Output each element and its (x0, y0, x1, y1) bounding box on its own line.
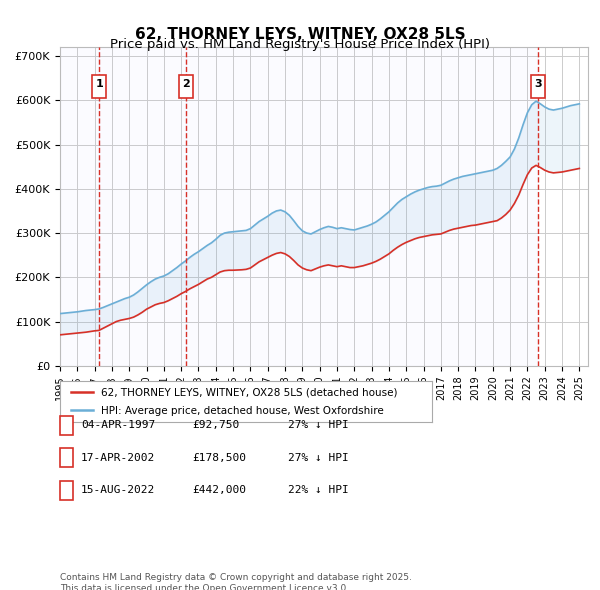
Text: 3: 3 (63, 486, 70, 495)
Text: Price paid vs. HM Land Registry's House Price Index (HPI): Price paid vs. HM Land Registry's House … (110, 38, 490, 51)
Text: £178,500: £178,500 (192, 453, 246, 463)
Text: HPI: Average price, detached house, West Oxfordshire: HPI: Average price, detached house, West… (101, 406, 383, 416)
Bar (187, 47, 538, 366)
Text: 2: 2 (182, 78, 190, 88)
Bar (60, 47, 99, 366)
Text: Contains HM Land Registry data © Crown copyright and database right 2025.
This d: Contains HM Land Registry data © Crown c… (60, 573, 412, 590)
Text: 3: 3 (535, 78, 542, 88)
Text: 17-APR-2002: 17-APR-2002 (81, 453, 155, 463)
Text: 22% ↓ HPI: 22% ↓ HPI (288, 486, 349, 495)
Text: £92,750: £92,750 (192, 421, 239, 430)
Text: 04-APR-1997: 04-APR-1997 (81, 421, 155, 430)
FancyBboxPatch shape (92, 75, 106, 98)
Text: 15-AUG-2022: 15-AUG-2022 (81, 486, 155, 495)
FancyBboxPatch shape (531, 75, 545, 98)
Text: 27% ↓ HPI: 27% ↓ HPI (288, 421, 349, 430)
Text: 2: 2 (63, 453, 70, 463)
Text: 1: 1 (95, 78, 103, 88)
Text: £442,000: £442,000 (192, 486, 246, 495)
FancyBboxPatch shape (179, 75, 193, 98)
Text: 1: 1 (63, 421, 70, 430)
Text: 62, THORNEY LEYS, WITNEY, OX28 5LS: 62, THORNEY LEYS, WITNEY, OX28 5LS (134, 27, 466, 41)
Text: 62, THORNEY LEYS, WITNEY, OX28 5LS (detached house): 62, THORNEY LEYS, WITNEY, OX28 5LS (deta… (101, 388, 397, 398)
Text: 27% ↓ HPI: 27% ↓ HPI (288, 453, 349, 463)
Bar (99, 47, 187, 366)
